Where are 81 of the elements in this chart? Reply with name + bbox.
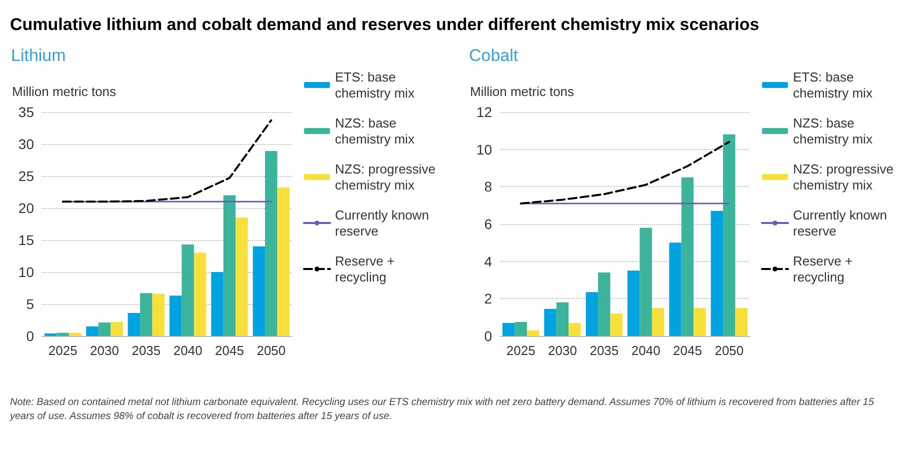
x-tick-label: 2025	[506, 343, 536, 358]
text: Cumulative lithium and cobalt demand and reserves under different chemistry mix scenarios	[10, 14, 760, 36]
bar	[182, 244, 194, 336]
y-tick-label: 4	[484, 253, 492, 270]
x-tick-label: 2050	[714, 343, 744, 358]
y-tick-label: 0	[26, 328, 34, 344]
y-tick-label: 5	[26, 296, 34, 312]
y-tick-label: 10	[18, 264, 34, 280]
y-tick-label: 12	[476, 104, 492, 120]
bar	[86, 326, 98, 336]
bar	[44, 333, 57, 336]
bar	[502, 322, 515, 336]
legend-label: Currently known reserve	[335, 208, 433, 238]
bar	[586, 292, 598, 336]
bar	[610, 314, 622, 336]
x-tick-label: 2045	[215, 343, 244, 358]
text: Note: Based on contained metal not lithium carbonate equivalent. Recycling uses our ETS chemistry mix with net zero battery demand. Assumes 70% of lithium is recovered from batteries after 15 years of use. Assumes 98% of cobalt is recovered from batteries after 15 years of use.	[10, 396, 875, 424]
bar	[652, 308, 664, 336]
y-tick-label: 25	[18, 168, 34, 184]
legend-label: NZS: base chemistry mix	[335, 116, 415, 146]
x-tick-label: 2030	[548, 343, 577, 358]
bar	[252, 246, 266, 336]
x-tick-label: 2030	[90, 343, 119, 358]
legend-label: NZS: base chemistry mix	[793, 116, 873, 146]
y-tick-label: 10	[476, 141, 492, 158]
x-tick-label: 2025	[48, 343, 78, 358]
bar	[544, 308, 556, 336]
y-tick-label: 20	[18, 200, 34, 216]
legend-label: Currently known reserve	[793, 208, 891, 238]
bar	[514, 322, 527, 336]
y-tick-label: 0	[484, 328, 492, 344]
line-series	[520, 140, 730, 204]
bar	[640, 228, 652, 336]
y-axis-title: Million metric tons	[470, 84, 575, 99]
bar	[277, 188, 290, 336]
y-tick-label: 35	[18, 104, 34, 120]
y-tick-label: 6	[484, 216, 492, 232]
bar	[694, 308, 706, 336]
chart-title: Cobalt	[469, 46, 518, 65]
bar	[110, 322, 123, 336]
bar	[194, 252, 206, 336]
bar	[735, 308, 748, 336]
bar	[98, 322, 111, 336]
y-tick-label: 15	[18, 232, 34, 248]
x-tick-label: 2035	[132, 343, 161, 358]
y-tick-label: 2	[484, 290, 492, 307]
y-tick-label: 8	[484, 178, 492, 195]
legend-label: NZS: progressive chemistry mix	[793, 162, 898, 192]
bar	[723, 134, 736, 336]
legend-label: NZS: progressive chemistry mix	[335, 162, 440, 192]
bar	[598, 272, 610, 336]
bar	[628, 270, 640, 336]
bar	[681, 177, 694, 336]
bar	[140, 293, 152, 336]
x-tick-label: 2040	[631, 343, 660, 358]
x-tick-label: 2050	[256, 343, 286, 358]
legend-label: Reserve + recycling	[335, 254, 398, 284]
bar	[223, 195, 236, 336]
x-tick-label: 2035	[590, 343, 619, 358]
bar	[265, 151, 278, 336]
bar	[170, 296, 182, 336]
y-axis-title: Million metric tons	[12, 84, 117, 99]
bar	[152, 294, 164, 336]
bar	[710, 210, 724, 336]
x-tick-label: 2045	[673, 343, 702, 358]
bar	[236, 218, 248, 336]
legend-label: ETS: base chemistry mix	[335, 70, 415, 100]
bar	[526, 330, 540, 336]
y-tick-label: 30	[18, 136, 34, 152]
line-series	[62, 119, 272, 203]
x-tick-label: 2040	[173, 343, 202, 358]
bar	[56, 332, 69, 336]
bar	[211, 272, 224, 336]
legend-label: ETS: base chemistry mix	[793, 70, 873, 100]
legend-label: Reserve + recycling	[793, 254, 856, 284]
bar	[68, 332, 82, 336]
chart-title: Lithium	[11, 46, 66, 65]
bar	[556, 302, 569, 336]
bar	[128, 312, 140, 336]
bar	[669, 242, 682, 336]
bar	[568, 322, 581, 336]
